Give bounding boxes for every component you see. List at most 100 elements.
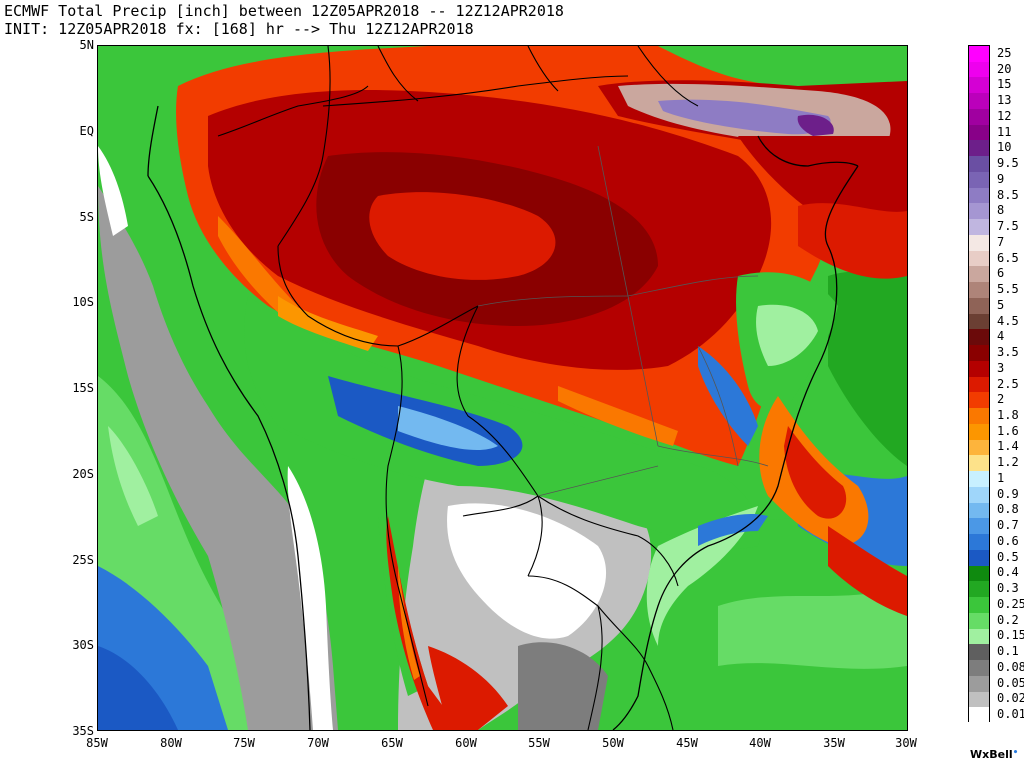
colorbar-swatch <box>969 313 989 330</box>
colorbar-label: 4 <box>997 329 1005 344</box>
colorbar-swatch <box>969 549 989 566</box>
colorbar-swatch <box>969 329 989 346</box>
colorbar-label: 5 <box>997 297 1005 312</box>
colorbar-swatch <box>969 518 989 535</box>
colorbar-swatch <box>969 219 989 236</box>
wxbell-logo: WxBell• <box>970 748 1018 761</box>
lon-label-65w: 65W <box>381 736 403 750</box>
brand-text: WxBell <box>970 748 1013 761</box>
colorbar-swatch <box>969 108 989 125</box>
colorbar-swatch <box>969 597 989 614</box>
colorbar-swatch <box>969 565 989 582</box>
colorbar-swatch <box>969 628 989 645</box>
colorbar-swatch <box>969 61 989 78</box>
colorbar-label: 0.08 <box>997 659 1024 674</box>
colorbar-swatch <box>969 471 989 488</box>
colorbar-label: 0.01 <box>997 707 1024 722</box>
colorbar-swatch <box>969 93 989 110</box>
colorbar-label: 0.1 <box>997 644 1019 659</box>
colorbar-label: 9 <box>997 171 1005 186</box>
colorbar-label: 2 <box>997 392 1005 407</box>
colorbar-label: 6.5 <box>997 250 1019 265</box>
colorbar-swatch <box>969 691 989 708</box>
colorbar-swatch <box>969 392 989 409</box>
lat-label-25s: 25S <box>72 553 94 567</box>
lat-label-5n: 5N <box>79 38 94 52</box>
colorbar-label: 0.5 <box>997 549 1019 564</box>
colorbar-label: 0.9 <box>997 486 1019 501</box>
colorbar-swatch <box>969 644 989 661</box>
colorbar-swatch <box>969 345 989 362</box>
precip-map-svg <box>98 46 907 730</box>
chart-title: ECMWF Total Precip [inch] between 12Z05A… <box>4 2 564 20</box>
colorbar-swatch <box>969 46 989 62</box>
colorbar-label: 25 <box>997 45 1012 60</box>
colorbar-swatch <box>969 203 989 220</box>
lon-label-40w: 40W <box>749 736 771 750</box>
colorbar-label: 6 <box>997 266 1005 281</box>
colorbar-label: 9.5 <box>997 156 1019 171</box>
colorbar-label: 0.4 <box>997 565 1019 580</box>
lat-label-eq: EQ <box>79 124 94 138</box>
colorbar-swatch <box>969 124 989 141</box>
colorbar-swatch <box>969 660 989 677</box>
colorbar-swatch <box>969 423 989 440</box>
colorbar-label: 5.5 <box>997 282 1019 297</box>
lon-label-50w: 50W <box>602 736 624 750</box>
colorbar-label: 3.5 <box>997 345 1019 359</box>
lon-label-70w: 70W <box>307 736 329 750</box>
lon-label-55w: 55W <box>528 736 550 750</box>
colorbar-swatch <box>969 282 989 299</box>
lon-label-75w: 75W <box>233 736 255 750</box>
colorbar-label: 0.15 <box>997 628 1024 643</box>
lat-label-5s: 5S <box>79 210 94 224</box>
colorbar-swatch <box>969 376 989 393</box>
colorbar-label: 1.8 <box>997 407 1019 422</box>
lat-label-20s: 20S <box>72 467 94 481</box>
colorbar-swatch <box>969 408 989 425</box>
colorbar-label: 13 <box>997 93 1012 108</box>
colorbar-label: 1.6 <box>997 423 1019 438</box>
colorbar-label: 0.25 <box>997 596 1024 611</box>
lat-label-30s: 30S <box>72 638 94 652</box>
colorbar-label: 0.05 <box>997 675 1024 690</box>
lat-label-15s: 15S <box>72 381 94 395</box>
colorbar-label: 1.2 <box>997 455 1019 470</box>
colorbar-swatch <box>969 502 989 519</box>
colorbar-label: 7.5 <box>997 219 1019 234</box>
colorbar-label: 0.7 <box>997 518 1019 533</box>
colorbar-swatch <box>969 266 989 283</box>
colorbar-swatch <box>969 534 989 551</box>
colorbar-label: 8.5 <box>997 187 1019 202</box>
colorbar-swatch <box>969 156 989 173</box>
colorbar-label: 7 <box>997 234 1005 249</box>
lat-label-10s: 10S <box>72 295 94 309</box>
colorbar-label: 1 <box>997 470 1005 485</box>
colorbar-label: 8 <box>997 203 1005 218</box>
init-subtitle: INIT: 12Z05APR2018 fx: [168] hr --> Thu … <box>4 20 474 38</box>
colorbar-swatch <box>969 297 989 314</box>
colorbar-label: 0.3 <box>997 581 1019 596</box>
brand-dot-icon: • <box>1012 748 1019 758</box>
colorbar-label: 11 <box>997 124 1012 139</box>
colorbar-swatch <box>969 675 989 692</box>
colorbar-swatch <box>969 455 989 472</box>
colorbar-swatch <box>969 234 989 251</box>
colorbar-swatch <box>969 171 989 188</box>
colorbar-label: 10 <box>997 140 1012 155</box>
colorbar-label: 12 <box>997 108 1012 123</box>
colorbar-swatch <box>969 486 989 503</box>
colorbar-swatch <box>969 581 989 598</box>
colorbar-label: 15 <box>997 77 1012 92</box>
colorbar-swatch <box>969 439 989 456</box>
colorbar-label: 1.4 <box>997 439 1019 454</box>
lon-label-35w: 35W <box>823 736 845 750</box>
colorbar-swatch <box>969 360 989 377</box>
colorbar-swatch <box>969 612 989 629</box>
colorbar-label: 3 <box>997 360 1005 375</box>
colorbar-label: 0.8 <box>997 502 1019 517</box>
lon-label-45w: 45W <box>676 736 698 750</box>
colorbar-label: 4.5 <box>997 313 1019 328</box>
colorbar-label: 0.02 <box>997 691 1024 706</box>
colorbar-label: 0.6 <box>997 533 1019 548</box>
